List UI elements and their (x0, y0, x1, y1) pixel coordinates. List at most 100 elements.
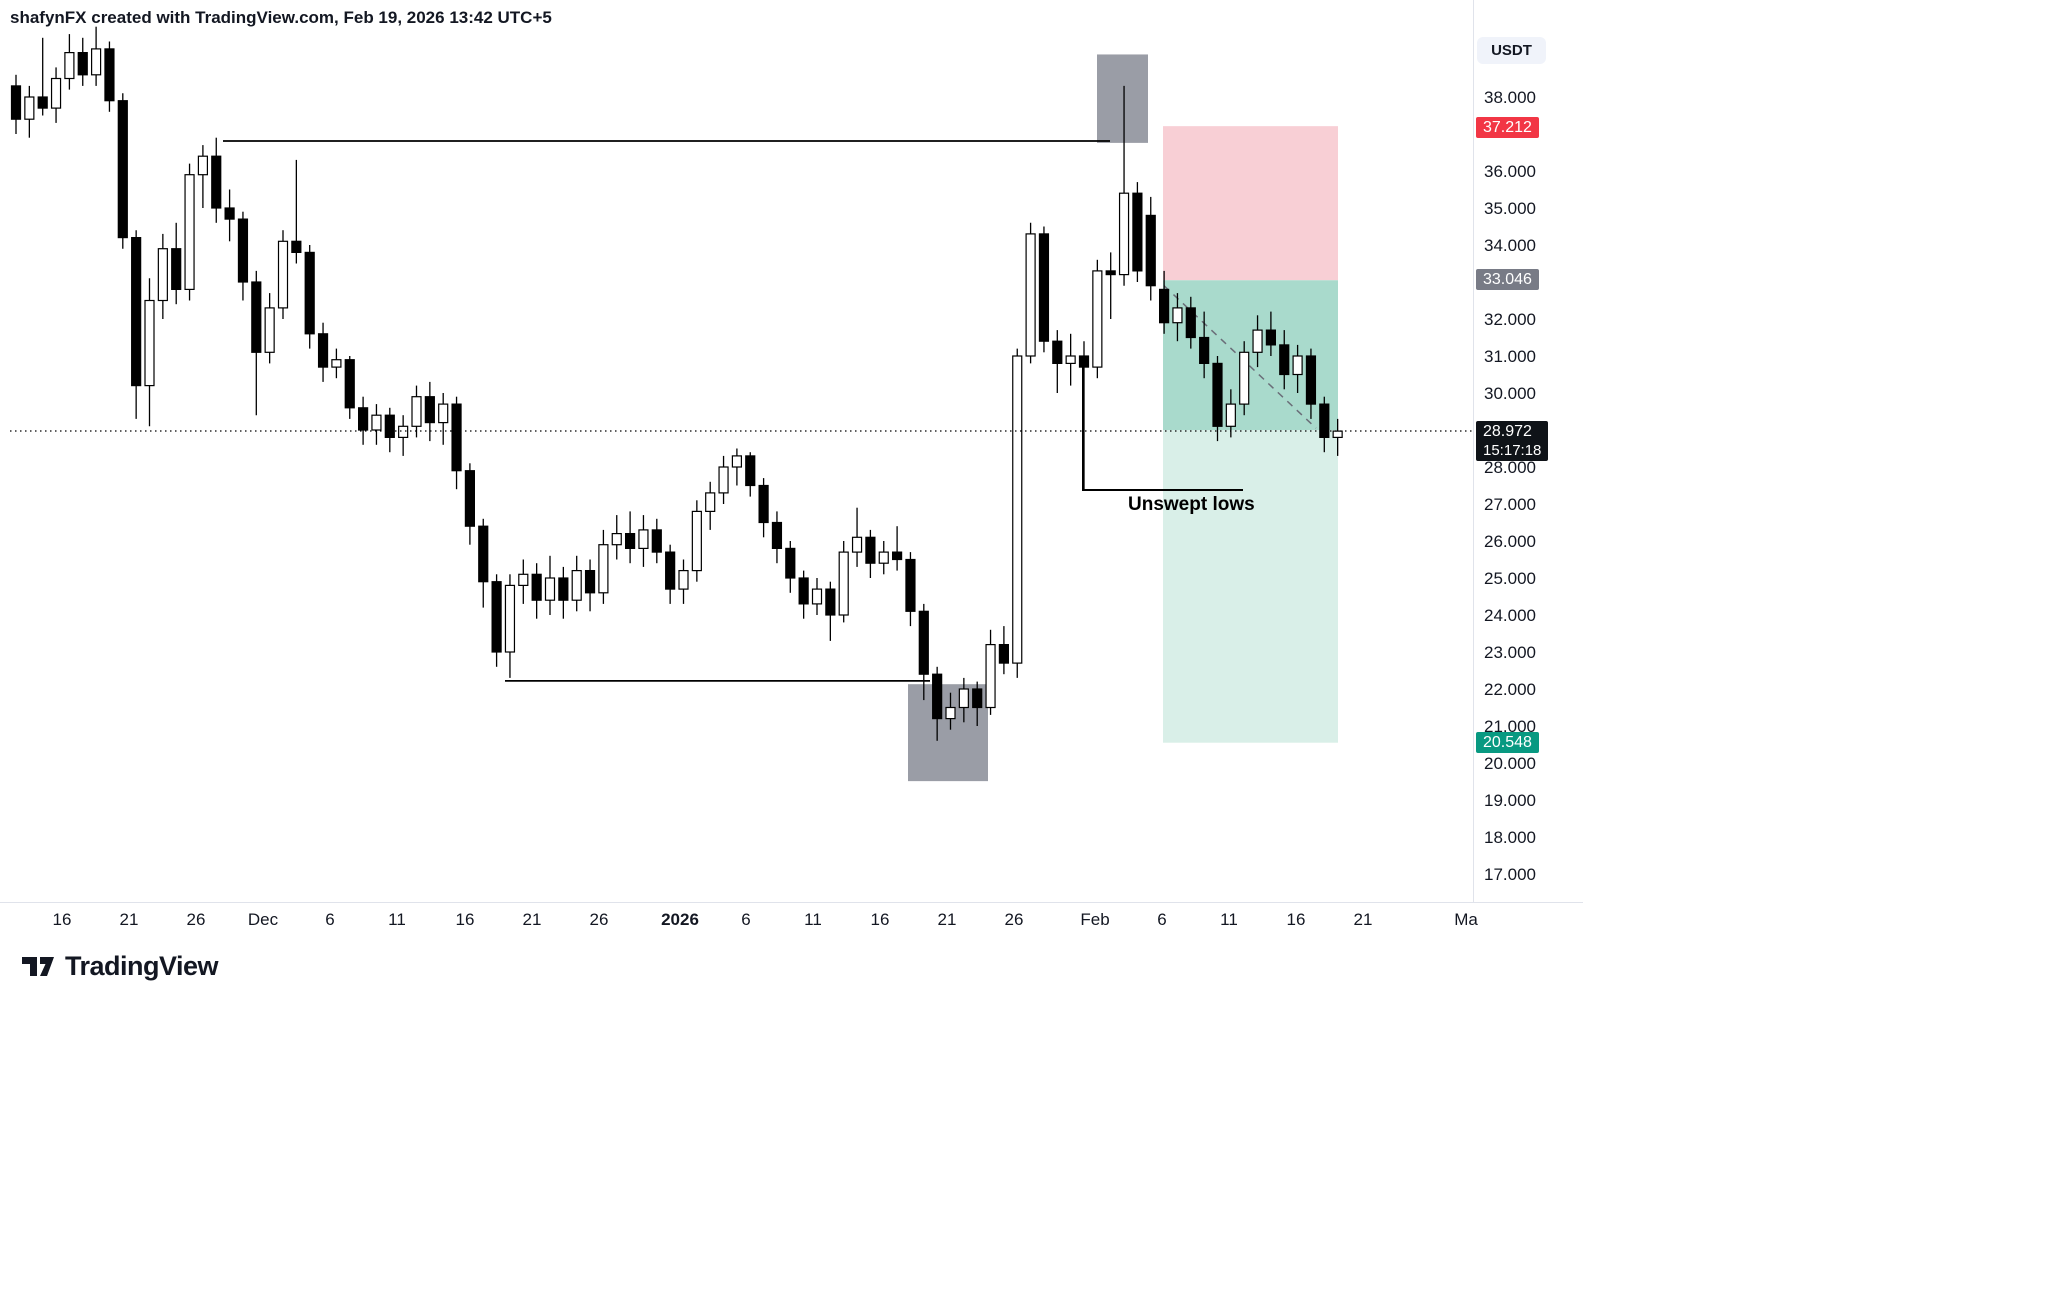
candle-body (411, 396, 422, 427)
candle-body (317, 333, 329, 368)
candle-body (424, 396, 435, 424)
candle (1292, 344, 1303, 393)
tradingview-logo[interactable]: TradingView (20, 948, 219, 984)
candle (317, 322, 329, 382)
currency-toggle-button[interactable]: USDT (1477, 37, 1546, 64)
candle (64, 34, 75, 90)
candle (518, 559, 529, 604)
demand-zone-upper[interactable] (1163, 280, 1338, 430)
candle (331, 348, 342, 379)
supply-zone[interactable] (1163, 126, 1338, 281)
candle (1078, 341, 1090, 490)
unswept-lows-bracket[interactable] (1082, 365, 1243, 491)
candle-body (878, 551, 889, 564)
candle-body (638, 529, 649, 550)
candle-body (518, 573, 529, 586)
candle (197, 145, 208, 208)
candle (731, 448, 743, 486)
candle-body (10, 85, 22, 120)
candle-body (651, 529, 662, 553)
price-axis-label: 36.000 (1484, 162, 1536, 181)
candle (1279, 330, 1290, 390)
candle-body (50, 77, 62, 109)
unswept-lows-label[interactable]: Unswept lows (1128, 494, 1255, 515)
candle-body (905, 558, 916, 612)
candle-body (131, 237, 142, 387)
candle (37, 37, 48, 116)
candle-body (758, 484, 769, 524)
candle (825, 581, 836, 641)
candle (624, 511, 636, 564)
candle (504, 574, 516, 678)
drawings-layer[interactable] (223, 140, 1317, 682)
candle-body (344, 359, 355, 409)
candle (171, 222, 182, 305)
candle-body (985, 643, 996, 709)
candle-body (184, 174, 195, 290)
candle-body (1239, 351, 1250, 405)
price-axis-label: 31.000 (1484, 347, 1536, 366)
price-axis-label: 38.000 (1484, 88, 1536, 107)
candle (544, 555, 556, 615)
candle (144, 278, 155, 427)
candle-body (691, 510, 702, 572)
candle-body (745, 455, 756, 487)
candle (771, 511, 783, 564)
candle-body (1225, 403, 1236, 427)
candle-body (1185, 307, 1196, 339)
time-axis[interactable]: 16 21 26 Dec 6 11 16 21 26 2026 6 11 16 21 26 Feb 6 11 16 2… (0, 903, 1478, 943)
candle-countdown: 15:17:18 (1483, 442, 1542, 459)
time-axis-label: 26 (1004, 910, 1024, 929)
price-axis[interactable]: USDT 38.000 36.000 35.000 34.000 32.000 31.00… (1474, 0, 1594, 902)
candle-body (438, 403, 449, 424)
gray-box-top[interactable] (1097, 54, 1148, 143)
candle (972, 681, 983, 726)
candle-body (932, 673, 943, 720)
candle (184, 163, 195, 301)
candle-body (998, 643, 1010, 664)
candle (1185, 296, 1196, 349)
time-axis-label: 6 (325, 910, 335, 929)
candle-body (491, 581, 502, 653)
candle-body (558, 577, 569, 601)
candle (584, 559, 596, 612)
candle-body (1145, 214, 1156, 287)
candle (838, 541, 849, 623)
candle-body (144, 299, 155, 387)
zones-layer[interactable] (908, 54, 1338, 782)
time-axis-label: Dec (247, 910, 279, 929)
candle (424, 381, 435, 442)
candle (90, 26, 102, 86)
price-axis-label: 34.000 (1484, 236, 1536, 255)
candle-body (958, 688, 969, 709)
candle-body (1305, 355, 1317, 405)
price-axis-label: 32.000 (1484, 310, 1536, 329)
candle-body (117, 100, 128, 239)
candle (571, 555, 582, 612)
candle (1172, 293, 1183, 342)
price-axis-label: 25.000 (1484, 569, 1536, 588)
candle (1199, 311, 1210, 379)
candle-body (678, 569, 689, 590)
candle-body (1052, 340, 1063, 365)
candle (384, 407, 395, 453)
candle (1319, 396, 1330, 453)
time-axis-label: Ma (1454, 910, 1478, 929)
candle-body (705, 492, 716, 512)
candle (464, 463, 475, 545)
candle-body (1078, 355, 1090, 368)
time-axis-label: Feb (1080, 910, 1110, 929)
candle (277, 230, 289, 319)
candle (758, 478, 769, 538)
candle-body (838, 551, 849, 616)
candle-body (451, 403, 462, 472)
candle-body (851, 536, 863, 553)
candle (1012, 348, 1023, 678)
candle (398, 415, 409, 456)
candle-body (665, 551, 676, 590)
candle (1225, 389, 1236, 438)
candle-body (464, 470, 475, 527)
candle (371, 404, 382, 445)
price-axis-label: 20.000 (1484, 754, 1536, 773)
